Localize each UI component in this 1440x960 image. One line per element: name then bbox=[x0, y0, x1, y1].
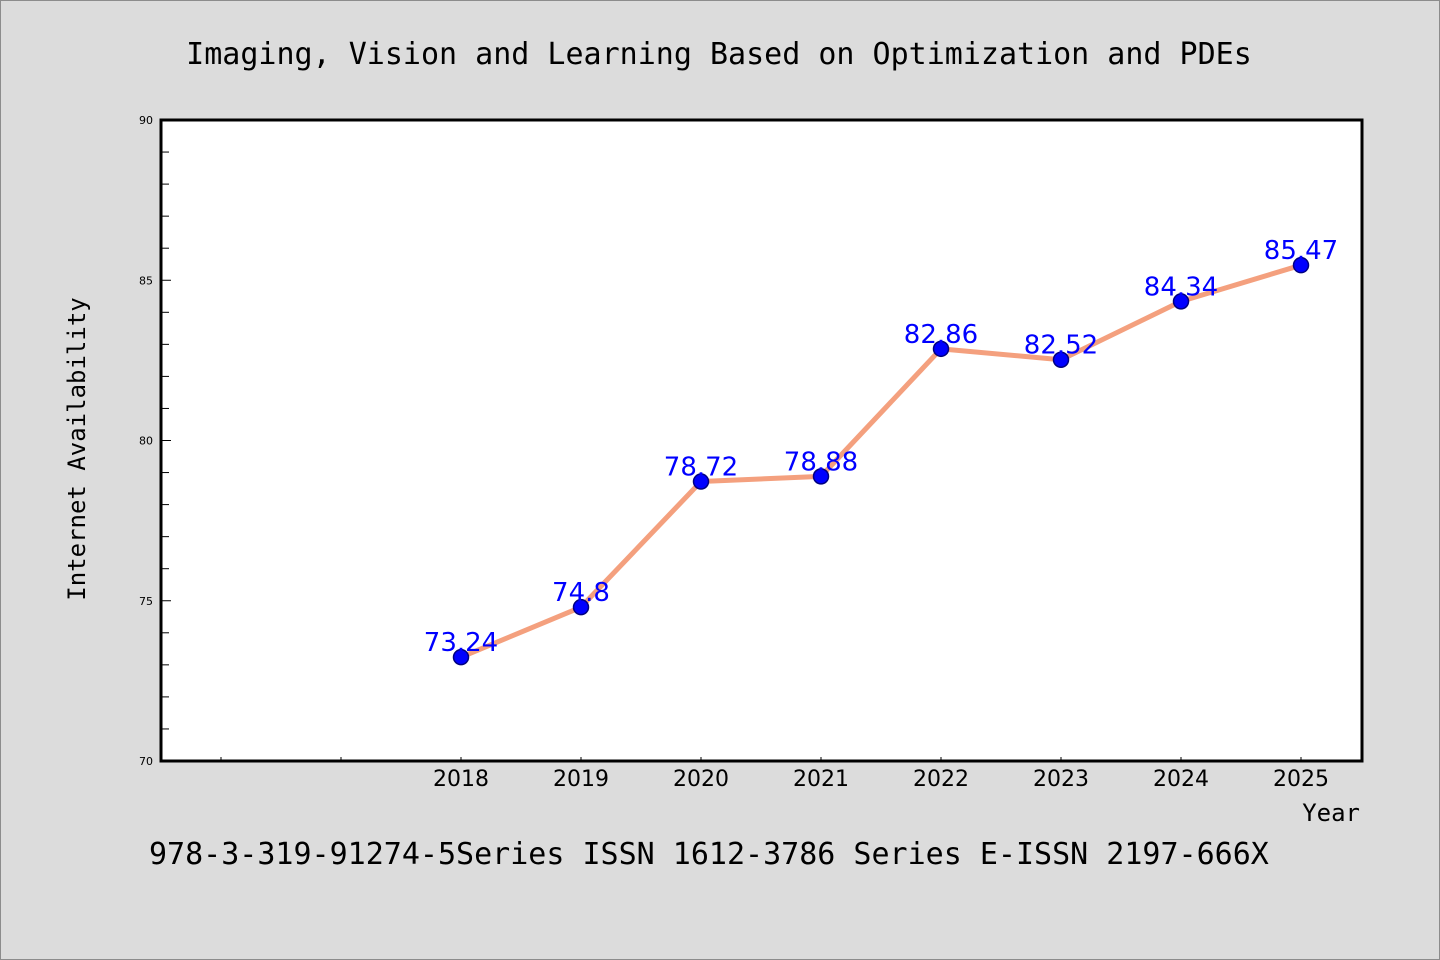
data-point bbox=[1172, 293, 1190, 310]
data-label: 78.88 bbox=[784, 447, 858, 477]
data-points-group bbox=[452, 256, 1310, 666]
y-tick-label: 75 bbox=[139, 595, 153, 608]
data-point bbox=[932, 340, 950, 358]
x-tick-label: 2022 bbox=[913, 767, 969, 792]
data-label: 82.86 bbox=[904, 320, 978, 350]
series-line-group bbox=[458, 262, 1304, 660]
x-tick-label: 2018 bbox=[433, 767, 489, 792]
y-tick-label: 70 bbox=[139, 755, 153, 768]
x-tick-label: 2025 bbox=[1273, 767, 1329, 792]
series-line bbox=[458, 262, 1304, 660]
data-point bbox=[1052, 351, 1070, 368]
y-tick-label: 85 bbox=[139, 274, 153, 287]
y-tick-label: 90 bbox=[139, 114, 153, 127]
x-tick-label: 2019 bbox=[553, 767, 609, 792]
data-point bbox=[572, 598, 590, 616]
x-tick-label: 2023 bbox=[1033, 767, 1089, 792]
y-tick-label: 80 bbox=[139, 435, 153, 448]
x-tick-label: 2024 bbox=[1153, 767, 1209, 792]
chart-title: Imaging, Vision and Learning Based on Op… bbox=[186, 37, 1252, 72]
data-point bbox=[812, 468, 830, 485]
data-labels-group: 73.24 74.8 78.72 78.88 82.86 82.52 84.34 85.47 bbox=[424, 236, 1338, 658]
data-label: 73.24 bbox=[424, 628, 498, 658]
x-axis-label: Year bbox=[1302, 799, 1360, 827]
plot-frame bbox=[159, 118, 1364, 763]
x-tick-label: 2021 bbox=[793, 767, 849, 792]
x-tick-label: 2020 bbox=[673, 767, 729, 792]
data-label: 74.8 bbox=[552, 578, 610, 608]
data-label: 85.47 bbox=[1264, 236, 1338, 266]
x-axis-ticks: 2018 2019 2020 2021 2022 2023 2024 2025 bbox=[220, 757, 1329, 792]
data-label: 82.52 bbox=[1024, 331, 1098, 361]
data-label: 84.34 bbox=[1144, 272, 1218, 302]
data-label: 78.72 bbox=[664, 453, 738, 483]
plot-area bbox=[161, 120, 1362, 761]
data-point bbox=[692, 473, 710, 490]
data-point bbox=[1292, 256, 1310, 274]
data-point bbox=[452, 648, 470, 666]
footer-text: 978-3-319-91274-5Series ISSN 1612-3786 S… bbox=[149, 837, 1269, 872]
y-axis-label: Internet Availability bbox=[63, 297, 91, 600]
